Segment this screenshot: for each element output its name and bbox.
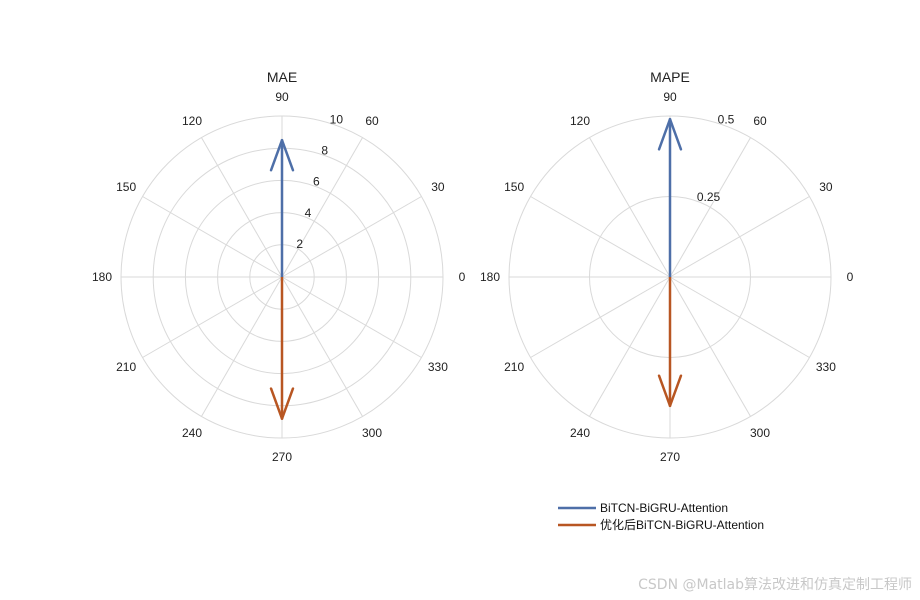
mae-theta-tick-label: 180 (92, 270, 112, 284)
mape-polar-plot: MAPE 0 30 60 90 120 150 180 210 240 270 300 330 0.25 0… (480, 69, 854, 464)
mape-theta-tick-label: 300 (750, 426, 770, 440)
mae-theta-tick-label: 240 (182, 426, 202, 440)
legend-label-bitcn: BiTCN-BiGRU-Attention (600, 501, 728, 515)
mape-theta-tick-label: 30 (819, 180, 833, 194)
mape-grid-spoke (589, 137, 671, 278)
mae-title: MAE (267, 69, 297, 85)
mae-theta-tick-label: 120 (182, 114, 202, 128)
mae-theta-tick-label: 30 (431, 180, 445, 194)
mape-grid-spoke (669, 276, 810, 358)
mape-grid-spoke (669, 276, 751, 417)
mae-grid-spoke (281, 196, 422, 278)
mae-series-arrow-bitcn (269, 138, 295, 277)
mape-theta-tick-label: 270 (660, 450, 680, 464)
mape-theta-tick-label: 210 (504, 360, 524, 374)
mape-theta-tick-label: 0 (847, 270, 854, 284)
mae-polar-plot: MAE 0 30 60 90 120 150 180 210 240 270 300 330 2 4 6 8 10 (92, 69, 466, 464)
mae-grid-spoke (142, 196, 283, 278)
mape-grid-spoke (530, 196, 671, 278)
mape-grid-spoke (589, 276, 671, 417)
mape-series-arrow-optimized (657, 277, 683, 408)
mae-r-tick-label: 10 (330, 112, 344, 126)
mae-theta-tick-label: 0 (459, 270, 466, 284)
legend-label-optimized: 优化后BiTCN-BiGRU-Attention (600, 518, 764, 532)
mape-theta-tick-label: 60 (753, 114, 767, 128)
mae-r-tick-label: 2 (296, 237, 303, 251)
mape-theta-tick-label: 150 (504, 180, 524, 194)
mae-theta-tick-label: 330 (428, 360, 448, 374)
mae-grid-spoke (281, 276, 363, 417)
mape-title: MAPE (650, 69, 690, 85)
mae-r-tick-label: 4 (305, 206, 312, 220)
mae-theta-tick-label: 90 (275, 90, 289, 104)
mae-r-tick-label: 8 (321, 144, 328, 158)
mape-theta-tick-label: 330 (816, 360, 836, 374)
mape-r-tick-label: 0.25 (697, 190, 721, 204)
mae-grid-spoke (201, 276, 283, 417)
mae-theta-tick-label: 60 (365, 114, 379, 128)
mape-grid-spoke (669, 196, 810, 278)
mae-grid-spoke (281, 137, 363, 278)
mape-r-tick-label: 0.5 (718, 112, 735, 126)
mape-theta-tick-label: 120 (570, 114, 590, 128)
mae-theta-tick-label: 300 (362, 426, 382, 440)
mape-series-arrow-bitcn (657, 117, 683, 277)
mape-theta-tick-label: 240 (570, 426, 590, 440)
legend: BiTCN-BiGRU-Attention 优化后BiTCN-BiGRU-Att… (558, 501, 764, 532)
mape-grid-spoke (669, 137, 751, 278)
mae-grid-spoke (201, 137, 283, 278)
mae-grid-spoke (281, 276, 422, 358)
mape-theta-tick-label: 180 (480, 270, 500, 284)
mae-theta-tick-label: 150 (116, 180, 136, 194)
mape-grid-spoke (530, 276, 671, 358)
mae-theta-tick-label: 210 (116, 360, 136, 374)
mae-theta-tick-label: 270 (272, 450, 292, 464)
mae-series-arrow-optimized (269, 277, 295, 420)
mape-theta-tick-label: 90 (663, 90, 677, 104)
watermark: CSDN @Matlab算法改进和仿真定制工程师 (638, 577, 912, 593)
mae-grid-spoke (142, 276, 283, 358)
mae-r-tick-label: 6 (313, 175, 320, 189)
